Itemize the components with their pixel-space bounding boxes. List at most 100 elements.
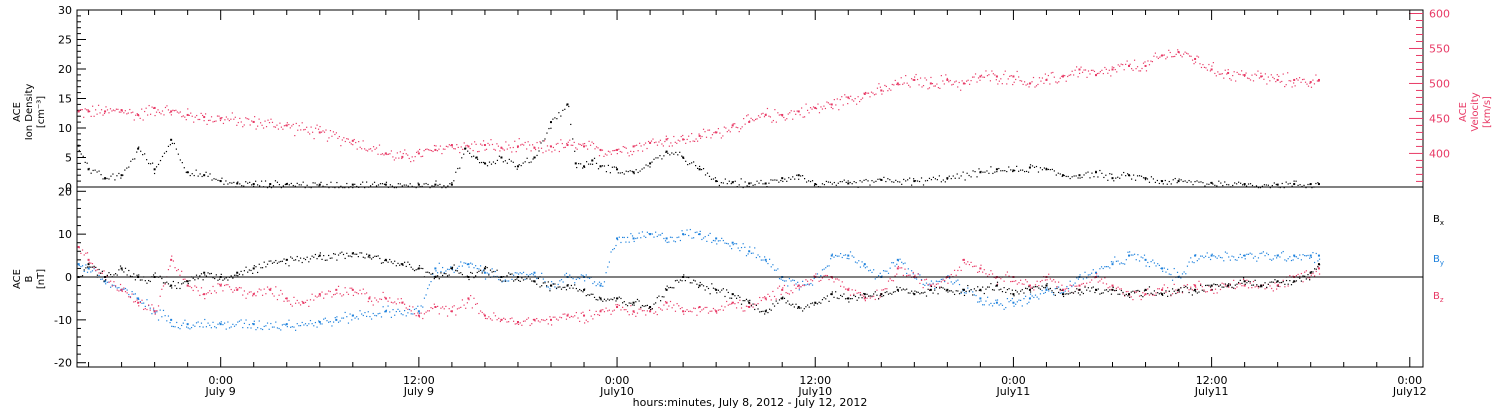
bz-point <box>1099 280 1101 282</box>
velocity-point <box>468 146 470 148</box>
by-point <box>430 280 432 283</box>
density-point <box>554 117 556 119</box>
bz-point <box>1312 272 1314 275</box>
by-point <box>1012 301 1015 304</box>
velocity-point <box>1055 81 1057 83</box>
velocity-point <box>606 154 608 156</box>
bx-point <box>835 291 837 293</box>
density-point <box>1170 183 1172 185</box>
bx-point <box>863 293 866 296</box>
density-point <box>1111 173 1113 175</box>
velocity-point <box>371 150 373 152</box>
bx-point <box>347 255 350 257</box>
density-point <box>128 166 130 168</box>
density-point <box>78 149 80 152</box>
bx-point <box>732 293 734 295</box>
density-point <box>183 167 185 169</box>
by-point <box>204 318 206 321</box>
by-point <box>273 326 275 328</box>
bx-point <box>788 303 791 305</box>
velocity-point <box>121 110 123 112</box>
by-point <box>664 240 667 242</box>
by-point <box>856 262 858 264</box>
velocity-point <box>188 114 190 116</box>
by-point <box>1031 295 1033 297</box>
density-point <box>909 177 911 179</box>
velocity-point <box>1102 72 1104 75</box>
density-point <box>647 165 649 167</box>
by-point <box>311 323 313 325</box>
bz-point <box>253 292 255 294</box>
density-point <box>96 171 98 173</box>
velocity-point <box>925 79 928 81</box>
by-point <box>813 277 815 280</box>
by-point <box>1218 255 1220 257</box>
bx-point <box>375 255 378 257</box>
bx-point <box>484 265 487 268</box>
bx-point <box>217 279 219 281</box>
bx-point <box>1049 287 1051 290</box>
bx-point <box>572 287 574 289</box>
bx-point <box>633 304 635 306</box>
bx-point <box>1226 286 1228 288</box>
by-point <box>491 268 493 270</box>
bx-point <box>636 298 639 301</box>
velocity-point <box>558 150 560 153</box>
by-point <box>219 323 222 326</box>
bx-point <box>275 259 277 262</box>
velocity-point <box>108 112 110 114</box>
density-point <box>1303 184 1305 186</box>
bx-point <box>331 257 333 259</box>
bz-point <box>412 306 414 308</box>
density-point <box>1105 174 1107 176</box>
bx-point <box>370 258 373 260</box>
by-point <box>663 237 665 240</box>
by-point <box>483 269 485 271</box>
by-point <box>559 280 561 282</box>
density-point <box>215 178 217 180</box>
by-point <box>351 319 353 321</box>
velocity-point <box>957 86 959 88</box>
density-point <box>549 121 552 124</box>
bz-point <box>200 287 203 289</box>
bx-point <box>876 294 878 296</box>
by-point <box>1010 299 1012 302</box>
density-point <box>595 162 598 165</box>
density-point <box>891 181 893 183</box>
density-point <box>1142 177 1145 179</box>
by-point <box>1213 255 1215 257</box>
velocity-point <box>979 75 982 78</box>
velocity-point <box>979 79 981 81</box>
by-point <box>1143 254 1146 256</box>
velocity-point <box>902 83 904 85</box>
bx-point <box>1012 293 1015 296</box>
bz-point <box>1242 278 1245 281</box>
by-point <box>362 314 364 317</box>
density-point <box>897 181 899 183</box>
bz-point <box>631 313 634 315</box>
density-point <box>1150 176 1153 178</box>
by-point <box>1284 259 1286 261</box>
velocity-point <box>744 123 746 125</box>
velocity-point <box>668 145 670 147</box>
bx-point <box>583 288 586 291</box>
bz-point <box>577 317 579 319</box>
bz-point <box>161 288 163 290</box>
velocity-point <box>1071 70 1073 72</box>
by-point <box>722 239 724 242</box>
velocity-point <box>1272 76 1274 78</box>
velocity-point <box>880 89 883 92</box>
bx-point <box>1185 285 1187 287</box>
by-point <box>253 320 255 322</box>
by-point <box>1162 270 1164 272</box>
velocity-ylabel-line3: [km/s] <box>1482 96 1493 128</box>
density-point <box>1160 180 1162 182</box>
by-point <box>435 270 437 272</box>
velocity-point <box>746 115 748 117</box>
x-tick-time-label: 12:00 <box>799 374 831 387</box>
velocity-point <box>774 109 776 111</box>
bz-point <box>671 307 673 309</box>
bz-point <box>768 295 771 297</box>
bx-point <box>1112 286 1114 289</box>
by-point <box>508 280 510 282</box>
